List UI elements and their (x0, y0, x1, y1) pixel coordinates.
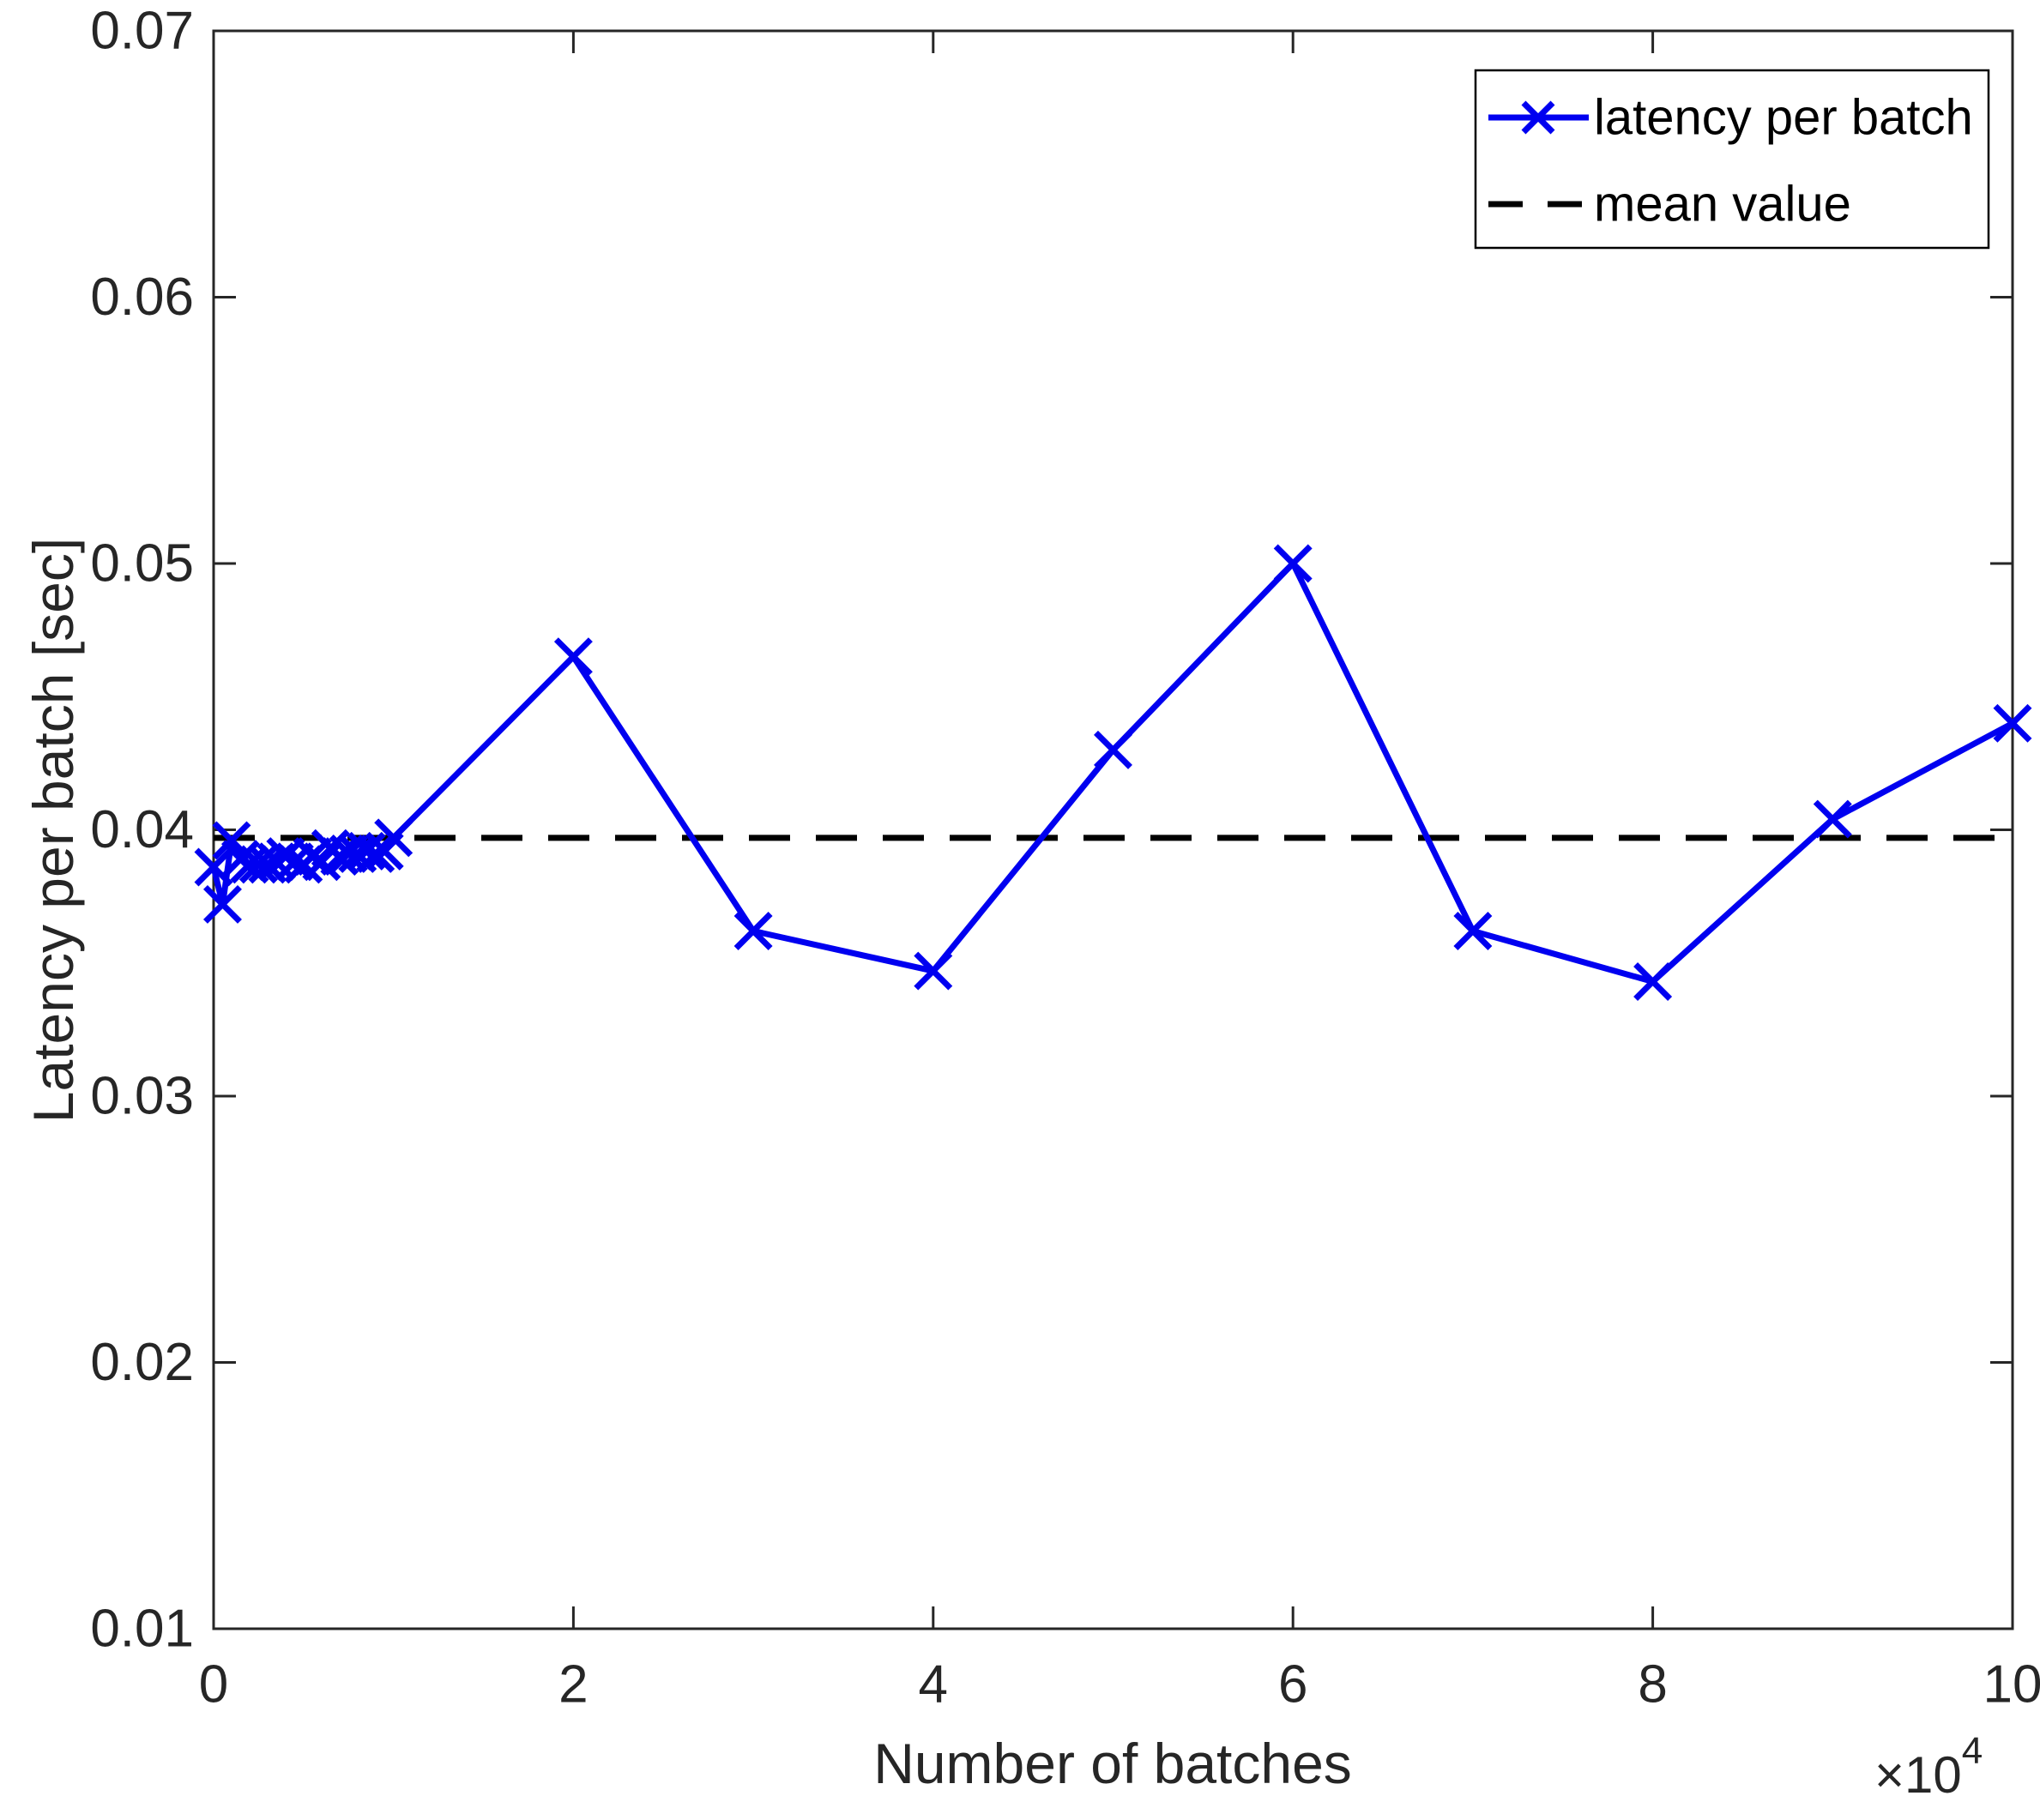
x-axis-offset-label: ×104 (1874, 1730, 1983, 1804)
x-tick-label: 6 (1278, 1655, 1307, 1715)
data-point-x-marker (914, 951, 953, 991)
offset-base: ×10 (1874, 1746, 1962, 1804)
legend-label-mean: mean value (1594, 177, 1851, 232)
y-tick-label: 0.02 (90, 1333, 194, 1392)
y-tick-label: 0.03 (90, 1067, 194, 1126)
y-axis-label: Latency per batch [sec] (21, 538, 85, 1123)
y-tick-label: 0.06 (90, 268, 194, 327)
data-point-x-marker (553, 637, 593, 677)
data-point-x-marker (733, 912, 773, 950)
data-point-x-marker (203, 884, 242, 924)
x-tick-label: 2 (558, 1655, 588, 1715)
x-tick-label: 8 (1638, 1655, 1667, 1715)
x-tick-label: 0 (199, 1655, 228, 1715)
data-point-x-marker (212, 821, 251, 860)
data-point-x-marker (1273, 544, 1313, 583)
axis-ticks (212, 29, 2014, 1630)
data-series-layer (194, 544, 2032, 1001)
data-point-x-marker (1993, 703, 2032, 743)
x-tick-label: 10 (1983, 1655, 2040, 1715)
legend-x-marker (1521, 100, 1555, 135)
legend-box (1474, 69, 1990, 250)
data-point-x-marker (1094, 730, 1132, 769)
data-point-x-marker (338, 834, 377, 873)
data-point-x-marker (1813, 799, 1852, 839)
y-tick-label: 0.01 (90, 1600, 194, 1659)
legend: latency per batch mean value (1474, 69, 1990, 250)
legend-label-latency: latency per batch (1594, 90, 1973, 146)
data-point-x-marker (194, 847, 233, 887)
y-tick-label: 0.07 (90, 2, 194, 61)
offset-exponent: 4 (1962, 1730, 1983, 1772)
data-point-x-marker (374, 818, 413, 858)
y-tick-label: 0.04 (90, 800, 194, 859)
data-point-x-marker (230, 845, 269, 884)
tick-labels: 0 2 4 6 8 10 0.01 0.02 0.03 0.04 0.05 0.06 0.07 (90, 2, 2040, 1715)
data-point-x-marker (347, 831, 386, 871)
latency-line (210, 560, 2014, 985)
data-point-x-marker (1453, 912, 1493, 950)
y-tick-label: 0.05 (90, 534, 194, 594)
plot-border (212, 29, 2014, 1630)
data-point-x-marker (1633, 962, 1673, 1001)
x-tick-label: 4 (919, 1655, 948, 1715)
x-axis-label: Number of batches (873, 1732, 1352, 1795)
